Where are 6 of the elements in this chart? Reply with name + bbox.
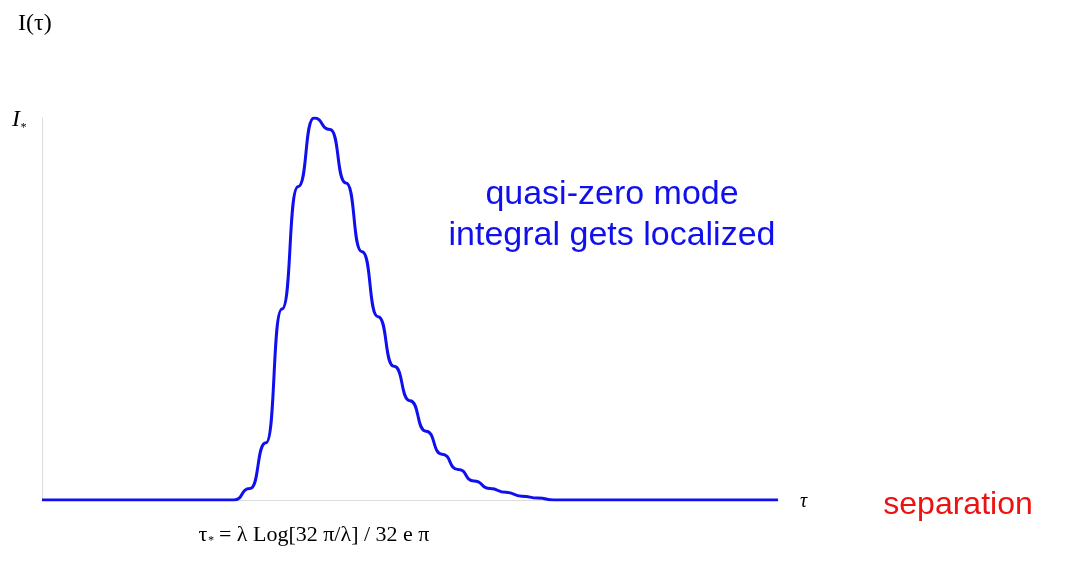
text: separation bbox=[883, 485, 1033, 522]
text: I* bbox=[11, 105, 26, 134]
annotation: quasi-zero mode integral gets localized bbox=[448, 173, 776, 253]
text: τ* = λ Log[32 π/λ] / 32 e π bbox=[198, 520, 430, 548]
x-axis-title: τ bbox=[800, 489, 808, 511]
y-axis-title: I(τ) bbox=[18, 9, 52, 35]
